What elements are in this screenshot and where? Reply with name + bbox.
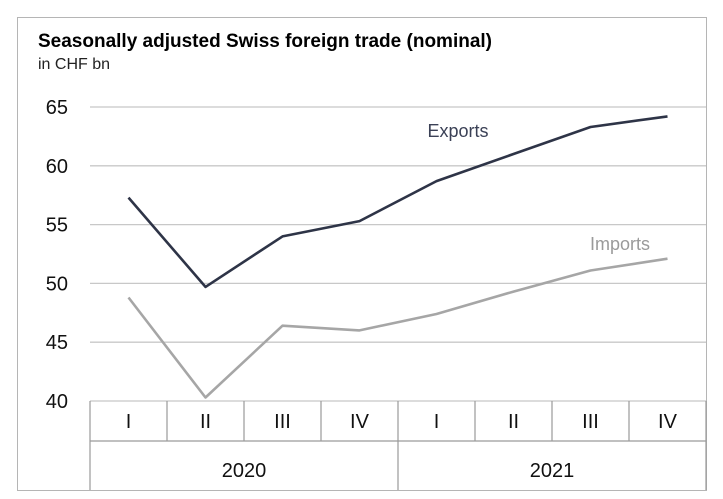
y-tick-label: 50 — [46, 273, 68, 295]
x-tick-label: III — [274, 411, 291, 433]
chart-subtitle: in CHF bn — [38, 56, 111, 73]
y-tick-label: 60 — [46, 156, 68, 178]
x-group-label: 2021 — [530, 460, 575, 482]
chart-title: Seasonally adjusted Swiss foreign trade … — [38, 31, 492, 52]
x-tick-label: IV — [350, 411, 370, 433]
series-line-exports — [127, 115, 668, 289]
x-tick-label: II — [508, 411, 519, 433]
x-tick-label: III — [582, 411, 599, 433]
y-tick-label: 55 — [46, 215, 68, 237]
x-tick-label: IV — [658, 411, 678, 433]
y-tick-label: 45 — [46, 332, 68, 354]
series-label-exports: Exports — [427, 121, 488, 141]
y-tick-label: 40 — [46, 391, 68, 413]
x-tick-label: II — [200, 411, 211, 433]
x-tick-label: I — [126, 411, 132, 433]
x-group-label: 2020 — [222, 460, 267, 482]
chart-frame — [17, 17, 707, 491]
series-label-imports: Imports — [590, 234, 650, 254]
x-tick-label: I — [434, 411, 440, 433]
y-tick-label: 65 — [46, 97, 68, 119]
series-line-imports — [127, 257, 668, 399]
